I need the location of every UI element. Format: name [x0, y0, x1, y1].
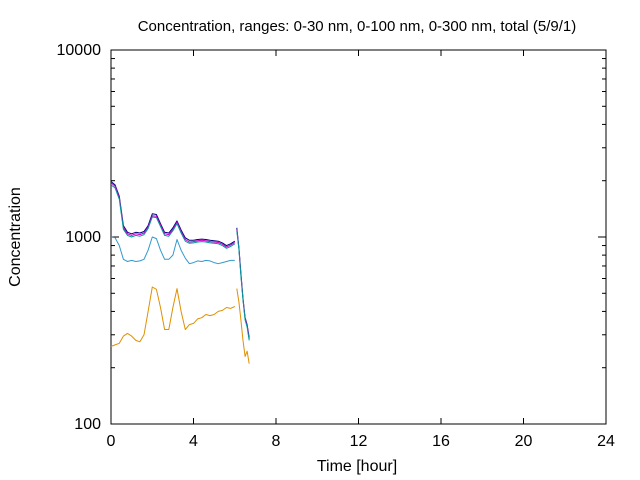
x-tick-label: 0	[107, 433, 116, 450]
series-line-5	[110, 286, 250, 364]
x-tick-label: 12	[350, 433, 368, 450]
y-tick-label: 1000	[65, 229, 101, 246]
series-line-4	[110, 236, 235, 265]
x-axis-label: Time [hour]	[317, 458, 397, 475]
y-tick-label: 100	[74, 416, 101, 433]
x-tick-label: 20	[515, 433, 533, 450]
chart-title: Concentration, ranges: 0-30 nm, 0-100 nm…	[138, 18, 577, 35]
x-tick-label: 24	[597, 433, 615, 450]
series-line-1	[110, 181, 250, 338]
x-tick-label: 8	[272, 433, 281, 450]
series-line-3	[110, 184, 250, 341]
x-tick-label: 4	[189, 433, 198, 450]
y-tick-label: 10000	[57, 42, 102, 59]
axis-ticks: 0 4 8 12 16 20 24 100 1000 10000	[57, 42, 616, 450]
y-axis-label: Concentration	[7, 187, 24, 287]
x-tick-label: 16	[432, 433, 450, 450]
series-layer	[110, 181, 250, 364]
